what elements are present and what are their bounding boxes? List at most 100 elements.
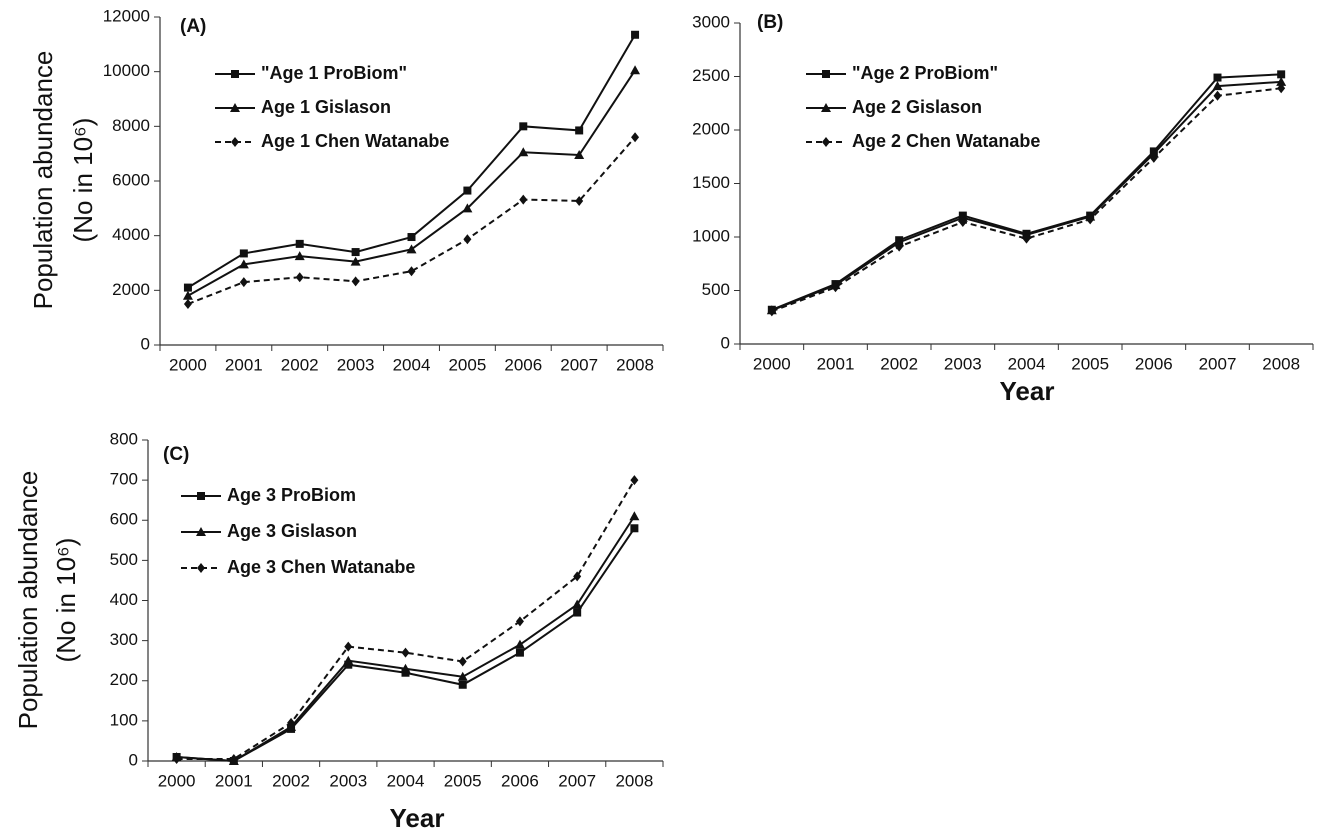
legend-marker: [230, 103, 240, 112]
data-point: [1212, 81, 1223, 91]
data-point: [457, 671, 468, 681]
data-point: [351, 276, 360, 287]
data-point: [1213, 73, 1222, 82]
data-point: [400, 663, 411, 673]
x-tick-label: 2005: [448, 355, 486, 374]
series-line: [187, 136, 636, 305]
series-line: [176, 479, 636, 760]
y-tick-label: 8000: [112, 116, 150, 135]
legend-label: Age 1 Gislason: [261, 97, 391, 117]
legend-marker: [197, 563, 205, 573]
legend-label: Age 3 Gislason: [227, 521, 357, 541]
y-tick-label: 700: [110, 470, 138, 489]
y-tick-label: 400: [110, 590, 138, 609]
x-tick-label: 2007: [1199, 354, 1237, 373]
legend-marker: [822, 137, 830, 147]
data-point: [575, 195, 584, 206]
y-tick-label: 1000: [692, 226, 730, 245]
data-point: [573, 608, 582, 617]
y-tick-label: 2000: [112, 280, 150, 299]
data-point: [462, 203, 473, 213]
data-point: [519, 122, 528, 131]
data-point: [182, 290, 193, 300]
legend-label: Age 2 Chen Watanabe: [852, 131, 1040, 151]
y-axis-title: (No in 10⁶): [51, 538, 81, 663]
y-tick-label: 0: [129, 750, 138, 769]
data-point: [407, 266, 416, 277]
series-line: [771, 80, 1282, 312]
legend-label: "Age 2 ProBiom": [852, 63, 998, 83]
series-line: [771, 73, 1282, 311]
y-tick-label: 12000: [103, 6, 150, 25]
y-tick-label: 200: [110, 670, 138, 689]
x-tick-label: 2001: [817, 354, 855, 373]
x-tick-label: 2004: [1008, 354, 1046, 373]
x-tick-label: 2000: [158, 771, 196, 790]
data-point: [630, 524, 639, 533]
data-point: [287, 717, 296, 728]
data-point: [239, 249, 248, 258]
data-point: [631, 132, 640, 143]
data-point: [515, 616, 524, 627]
y-tick-label: 100: [110, 710, 138, 729]
x-tick-label: 2008: [616, 355, 654, 374]
x-tick-label: 2003: [944, 354, 982, 373]
series-line: [187, 69, 636, 297]
y-tick-label: 6000: [112, 170, 150, 189]
y-axis-title: Population abundance: [28, 51, 58, 310]
panel-label: (B): [757, 12, 783, 33]
y-axis-title: (No in 10⁶): [68, 118, 98, 243]
data-point: [463, 186, 472, 195]
data-point: [344, 641, 353, 652]
data-point: [767, 306, 776, 317]
legend-marker: [822, 70, 830, 78]
legend-marker: [231, 70, 239, 78]
x-tick-label: 2007: [558, 771, 596, 790]
legend-marker: [197, 492, 205, 500]
data-point: [1277, 70, 1286, 79]
data-point: [574, 150, 585, 160]
y-tick-label: 600: [110, 510, 138, 529]
x-tick-label: 2005: [444, 771, 482, 790]
legend-marker: [196, 527, 206, 536]
data-point: [1149, 152, 1158, 163]
x-tick-label: 2003: [337, 355, 375, 374]
data-point: [294, 251, 305, 261]
x-tick-label: 2006: [501, 771, 539, 790]
y-tick-label: 500: [702, 280, 730, 299]
data-point: [630, 65, 641, 75]
y-tick-label: 0: [141, 334, 150, 353]
data-point: [518, 147, 529, 157]
x-tick-label: 2004: [393, 355, 431, 374]
y-tick-label: 1500: [692, 173, 730, 192]
y-tick-label: 800: [110, 429, 138, 448]
data-point: [295, 239, 304, 248]
y-tick-label: 500: [110, 550, 138, 569]
data-point: [515, 648, 524, 657]
data-point: [575, 126, 584, 135]
y-tick-label: 300: [110, 630, 138, 649]
data-point: [406, 244, 417, 254]
panel-label: (C): [163, 444, 189, 465]
x-tick-label: 2006: [504, 355, 542, 374]
y-tick-label: 3000: [692, 12, 730, 31]
data-point: [1213, 90, 1222, 101]
x-tick-label: 2006: [1135, 354, 1173, 373]
data-point: [1277, 83, 1286, 94]
x-tick-label: 2003: [329, 771, 367, 790]
data-point: [183, 283, 192, 292]
data-point: [630, 475, 639, 486]
data-point: [629, 511, 640, 521]
data-point: [514, 639, 525, 649]
panel-label: (A): [180, 16, 206, 37]
x-tick-label: 2007: [560, 355, 598, 374]
x-tick-label: 2002: [880, 354, 918, 373]
data-point: [572, 599, 583, 609]
data-point: [344, 660, 353, 669]
legend-label: Age 3 Chen Watanabe: [227, 557, 415, 577]
data-point: [183, 299, 192, 309]
x-tick-label: 2000: [753, 354, 791, 373]
data-point: [1276, 76, 1287, 86]
y-tick-label: 2500: [692, 66, 730, 85]
